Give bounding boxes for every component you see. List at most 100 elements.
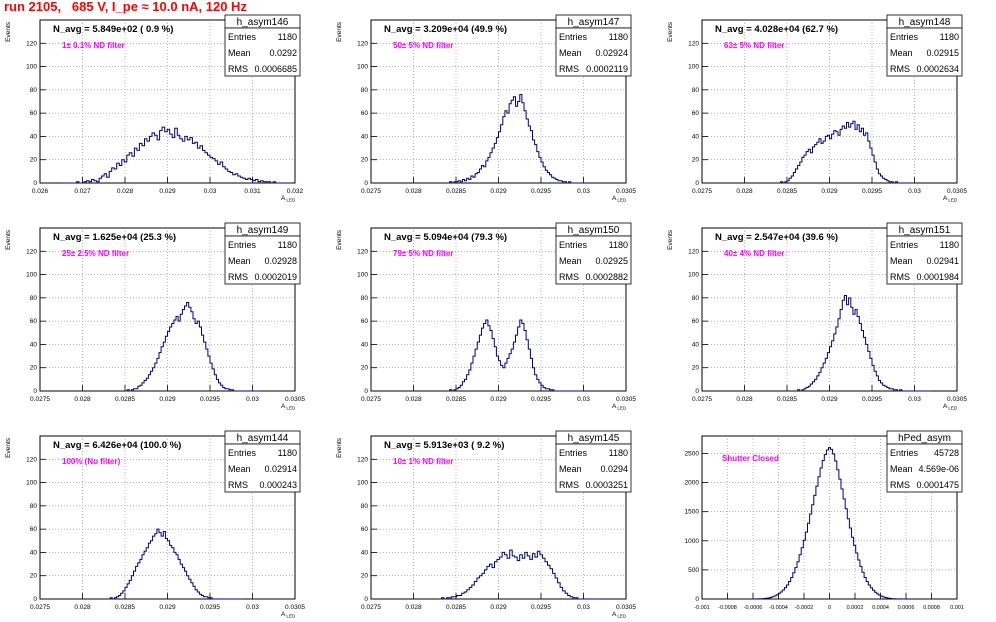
histogram-name: h_asym145 <box>568 433 620 444</box>
y-tick-label: 80 <box>692 87 700 94</box>
x-tick-label: 0.0285 <box>777 396 797 403</box>
y-tick-label: 0 <box>33 388 37 395</box>
x-tick-label: 0.0295 <box>862 188 882 195</box>
stat-value-entries: 1180 <box>278 240 297 250</box>
navg-label: N_avg = 5.094e+04 (79.3 %) <box>384 232 507 243</box>
x-tick-label: 0.03 <box>908 188 921 195</box>
stat-label-entries: Entries <box>228 240 257 250</box>
histogram-name: hPed_asym <box>898 433 951 444</box>
y-tick-label: 40 <box>30 133 38 140</box>
x-tick-label: -0.0008 <box>718 605 737 611</box>
x-tick-label: 0.029 <box>821 188 838 195</box>
stat-value-rms: 0.0002019 <box>254 272 297 282</box>
histogram-line <box>125 302 261 392</box>
y-tick-label: 20 <box>361 365 369 372</box>
x-tick-label: -0.0002 <box>795 605 814 611</box>
x-tick-label: 0.026 <box>32 188 49 195</box>
x-tick-label: 0.0006 <box>898 605 915 611</box>
histogram-panel-h_asym148: 0.0275 0.028 0.0285 0.029 0.0295 0.03 0.0305 0 2… <box>667 14 967 203</box>
stat-value-entries: 1180 <box>278 448 297 458</box>
y-tick-label: 80 <box>361 87 369 94</box>
y-tick-label: 40 <box>361 549 369 556</box>
x-tick-label: 0.0295 <box>531 396 551 403</box>
stat-value-rms: 0.0002119 <box>586 64 628 74</box>
y-tick-label: 100 <box>26 480 37 487</box>
histogram-panel-h_asym147: 0.0275 0.028 0.0285 0.029 0.0295 0.03 0.0305 0 2… <box>336 14 636 203</box>
navg-label: N_avg = 2.547e+04 (39.6 %) <box>715 232 838 243</box>
histogram-panel-h_asym144: 0.0275 0.028 0.0285 0.029 0.0295 0.03 0.0305 0 2… <box>5 430 305 619</box>
x-tick-label: 0.0305 <box>616 396 636 403</box>
x-tick-label: -0.001 <box>694 605 710 611</box>
x-tick-label: 0.0305 <box>947 188 967 195</box>
x-tick-label: 0.0305 <box>616 604 636 611</box>
y-axis-title: Events <box>5 437 12 458</box>
stat-label-entries: Entries <box>228 32 257 42</box>
y-tick-label: 100 <box>688 272 699 279</box>
histogram-name: h_asym144 <box>237 433 289 444</box>
navg-label: N_avg = 6.426e+04 (100.0 %) <box>53 440 181 451</box>
y-tick-label: 500 <box>688 567 699 574</box>
stat-value-rms: 0.0002634 <box>916 64 959 74</box>
filter-annotation: 100% (No filter) <box>62 457 121 466</box>
stat-value-mean: 0.02925 <box>595 256 628 266</box>
x-tick-label: 0.0305 <box>947 396 967 403</box>
y-tick-label: 0 <box>695 388 699 395</box>
x-tick-label: 0.028 <box>405 396 422 403</box>
x-tick-label: 0.029 <box>159 604 176 611</box>
stat-label-entries: Entries <box>890 32 919 42</box>
x-tick-label: 0.027 <box>74 188 91 195</box>
stat-label-rms: RMS <box>890 64 910 74</box>
stat-label-mean: Mean <box>890 48 913 58</box>
x-tick-label: 0.028 <box>736 396 753 403</box>
y-tick-label: 20 <box>30 365 38 372</box>
y-tick-label: 40 <box>361 133 369 140</box>
y-tick-label: 20 <box>692 157 700 164</box>
stat-value-entries: 1180 <box>609 32 628 42</box>
y-tick-label: 60 <box>361 318 369 325</box>
histogram-line <box>447 319 584 392</box>
stat-label-rms: RMS <box>559 272 579 282</box>
x-tick-label: 0.0275 <box>30 396 50 403</box>
y-tick-label: 100 <box>357 480 368 487</box>
x-tick-label: 0 <box>828 605 831 611</box>
stat-label-rms: RMS <box>890 272 910 282</box>
stat-label-mean: Mean <box>228 48 251 58</box>
stat-value-mean: 0.02915 <box>926 48 959 58</box>
stat-value-mean: 4.569e-06 <box>918 464 959 474</box>
x-tick-label: 0.028 <box>405 188 422 195</box>
y-tick-label: 100 <box>357 64 368 71</box>
histogram-panel-h_asym149: 0.0275 0.028 0.0285 0.029 0.0295 0.03 0.0305 0 2… <box>5 222 305 411</box>
stats-box <box>224 235 301 285</box>
stat-label-mean: Mean <box>559 256 582 266</box>
x-tick-label: -0.0004 <box>769 605 788 611</box>
x-axis-title: ALED <box>612 611 627 619</box>
x-axis-title: ALED <box>281 403 296 411</box>
y-tick-label: 2000 <box>685 480 700 487</box>
stat-value-mean: 0.0294 <box>600 464 628 474</box>
stats-box <box>886 235 963 285</box>
y-tick-label: 120 <box>26 456 37 463</box>
filter-annotation: 50± 5% ND filter <box>393 41 453 50</box>
histogram-line <box>439 549 601 600</box>
histogram-line <box>61 126 291 184</box>
y-tick-label: 1500 <box>685 509 700 516</box>
histogram-panel-hPed_asym: -0.001 -0.0008 -0.0006 -0.0004 -0.0002 0 0.000… <box>685 430 964 611</box>
stats-box <box>555 27 632 77</box>
stats-box <box>224 27 301 77</box>
stat-label-mean: Mean <box>559 48 582 58</box>
histogram-line <box>108 528 244 600</box>
x-tick-label: 0.0275 <box>30 604 50 611</box>
y-tick-label: 80 <box>30 503 38 510</box>
y-tick-label: 0 <box>33 180 37 187</box>
stat-value-entries: 1180 <box>940 240 959 250</box>
y-tick-label: 40 <box>30 341 38 348</box>
x-tick-label: 0.0275 <box>692 396 712 403</box>
stat-value-rms: 0.0001475 <box>916 480 959 490</box>
filter-annotation: Shutter Closed <box>722 454 779 463</box>
stat-value-rms: 0.000243 <box>259 480 297 490</box>
stat-label-rms: RMS <box>559 64 579 74</box>
y-tick-label: 0 <box>695 180 699 187</box>
stat-label-rms: RMS <box>228 272 248 282</box>
